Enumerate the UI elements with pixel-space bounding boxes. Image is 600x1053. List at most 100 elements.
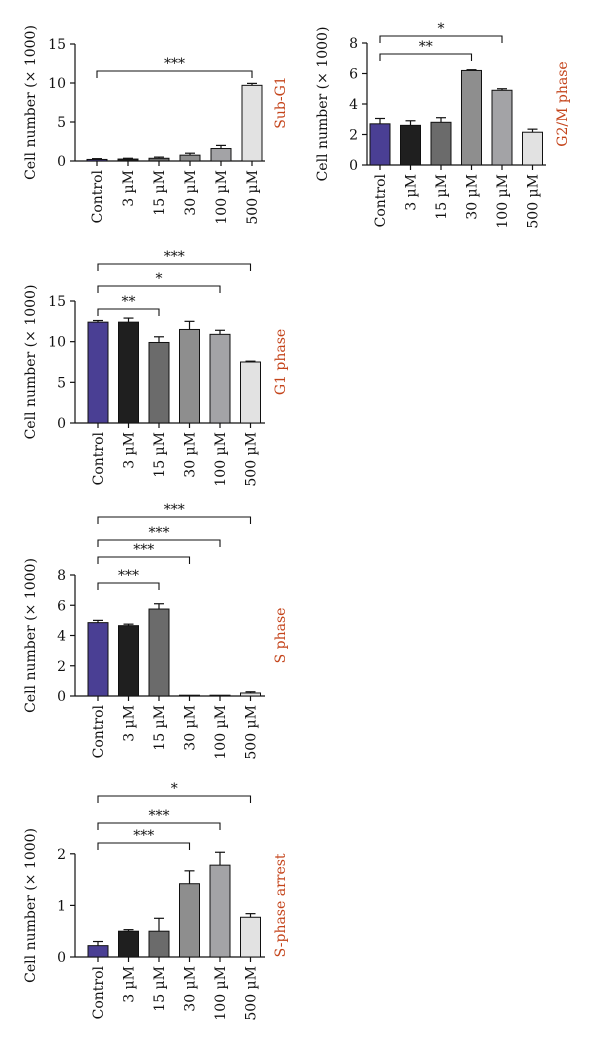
x-tick-label: 15 µM	[152, 966, 168, 1012]
x-tick-label: 100 µM	[213, 966, 229, 1021]
significance-label: **	[419, 39, 433, 55]
bar	[240, 916, 261, 958]
y-tick-label: 2	[57, 847, 66, 863]
bar	[86, 158, 108, 162]
phase-label: S-phase arrest	[273, 853, 289, 957]
y-tick-label: 10	[48, 76, 66, 92]
y-tick-label: 2	[349, 128, 358, 144]
x-tick-label: 500 µM	[526, 174, 542, 229]
significance-label: *	[171, 781, 178, 797]
significance-label: *	[156, 271, 163, 287]
x-tick-label: 30 µM	[465, 174, 481, 220]
significance-bracket	[96, 70, 253, 78]
x-tick-label: 100 µM	[213, 705, 229, 760]
significance-label: *	[438, 21, 445, 37]
chart-panel: 0 2 4 6 8 Cell number (× 1000) S phase Control 3…	[23, 502, 289, 760]
bar	[430, 121, 452, 166]
phase-label: G1 phase	[273, 329, 289, 395]
bar	[87, 945, 109, 958]
y-tick-label: 5	[57, 115, 66, 131]
y-tick-label: 5	[57, 375, 66, 391]
significance-label: ***	[164, 502, 185, 518]
significance-bracket	[97, 516, 252, 524]
chart-panel: 0 5 10 15 Cell number (× 1000) Sub-G1 Control 3…	[23, 25, 289, 225]
bar	[148, 341, 170, 424]
bar	[209, 864, 231, 958]
x-tick-label: 3 µM	[121, 170, 137, 207]
x-tick-label: Control	[91, 704, 107, 758]
x-tick-label: 500 µM	[244, 432, 260, 487]
bar	[87, 321, 109, 424]
significance-bracket	[97, 285, 221, 293]
x-tick-label: Control	[373, 173, 389, 227]
y-tick-label: 4	[349, 97, 358, 113]
bar	[491, 89, 513, 166]
x-tick-label: 30 µM	[183, 432, 199, 478]
y-tick-label: 1	[57, 898, 66, 914]
x-tick-label: 500 µM	[244, 705, 260, 760]
significance-label: ***	[164, 56, 185, 72]
significance-bracket	[97, 308, 160, 316]
significance-label: ***	[133, 828, 154, 844]
bar	[148, 157, 170, 162]
bar	[148, 608, 170, 697]
significance-label: **	[122, 294, 136, 310]
x-tick-label: Control	[91, 431, 107, 485]
chart-panel: 0 1 2 Cell number (× 1000) S-phase arrest Con…	[23, 781, 289, 1021]
x-tick-label: 100 µM	[213, 432, 229, 487]
significance-bracket	[97, 539, 221, 547]
y-tick-label: 10	[48, 335, 66, 351]
chart-panel: 0 5 10 15 Cell number (× 1000) G1 phase Contro…	[23, 249, 289, 487]
significance-bracket	[97, 582, 160, 590]
x-tick-label: 3 µM	[122, 432, 138, 469]
y-tick-label: 0	[57, 154, 66, 170]
x-tick-label: Control	[90, 169, 106, 223]
bar	[179, 694, 200, 697]
y-axis-title: Cell number (× 1000)	[23, 558, 39, 713]
significance-bracket	[97, 795, 252, 803]
bar	[118, 625, 139, 697]
y-tick-label: 0	[57, 416, 66, 432]
bar	[369, 123, 391, 166]
bar	[240, 692, 261, 697]
chart-panel: 0 2 4 6 8 Cell number (× 1000) G2/M phase Contr…	[315, 21, 571, 229]
bar	[118, 321, 139, 424]
bar	[241, 84, 263, 162]
bar	[209, 333, 231, 424]
x-tick-label: 100 µM	[214, 170, 230, 225]
significance-bracket	[97, 842, 191, 850]
significance-label: ***	[149, 808, 170, 824]
y-tick-label: 15	[48, 37, 66, 53]
y-tick-label: 2	[57, 659, 66, 675]
y-axis-title: Cell number (× 1000)	[23, 285, 39, 440]
x-tick-label: 3 µM	[122, 705, 138, 742]
bar	[210, 148, 232, 162]
y-tick-label: 8	[57, 568, 66, 584]
x-tick-label: 3 µM	[122, 966, 138, 1003]
y-tick-label: 0	[57, 689, 66, 705]
x-tick-label: 15 µM	[152, 705, 168, 751]
significance-bracket	[97, 263, 252, 271]
y-axis-title: Cell number (× 1000)	[23, 25, 39, 180]
bar	[118, 930, 139, 958]
y-tick-label: 6	[57, 598, 66, 614]
x-tick-label: 3 µM	[404, 174, 420, 211]
phase-label: S phase	[273, 608, 289, 664]
x-tick-label: 30 µM	[183, 966, 199, 1012]
x-tick-label: 500 µM	[245, 170, 261, 225]
bar	[117, 158, 139, 162]
significance-label: ***	[133, 542, 154, 558]
y-tick-label: 0	[349, 158, 358, 174]
phase-label: G2/M phase	[555, 61, 571, 146]
significance-label: ***	[149, 525, 170, 541]
significance-bracket	[379, 35, 503, 43]
y-axis-title: Cell number (× 1000)	[315, 27, 331, 182]
y-tick-label: 15	[48, 294, 66, 310]
bar	[179, 328, 200, 424]
x-tick-label: 15 µM	[152, 432, 168, 478]
y-axis-title: Cell number (× 1000)	[23, 828, 39, 983]
bar	[87, 622, 109, 697]
x-tick-label: 15 µM	[152, 170, 168, 216]
significance-bracket	[379, 53, 473, 61]
